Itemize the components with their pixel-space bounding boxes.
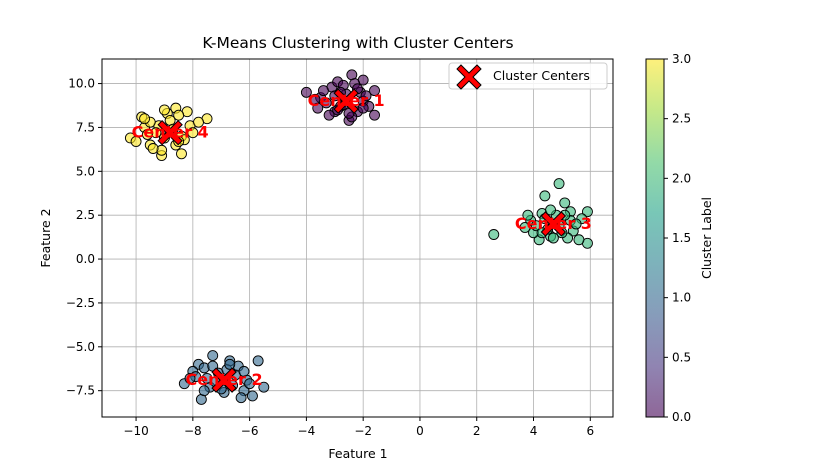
data-point [323, 109, 335, 121]
colorbar-tick-label: 1.5 [672, 231, 691, 245]
data-point [159, 104, 170, 116]
x-axis-label: Feature 1 [328, 446, 387, 461]
legend-label: Cluster Centers [493, 68, 590, 83]
data-point [193, 116, 204, 128]
data-point [539, 190, 551, 202]
data-point [570, 218, 582, 230]
data-point [300, 86, 312, 98]
y-tick-label: 7.5 [76, 120, 95, 134]
data-point [360, 90, 372, 102]
y-tick-label: −5.0 [66, 340, 95, 354]
center-marker [211, 367, 237, 393]
center-marker [157, 119, 183, 146]
x-tick-label: 0 [416, 424, 424, 438]
data-point [553, 178, 565, 190]
data-point [357, 102, 369, 114]
center-label: Center 3 [515, 214, 592, 233]
data-points [124, 69, 593, 405]
center-marker [333, 88, 359, 114]
center-marker [540, 211, 567, 237]
colorbar-ticks: 0.0 0.5 1.0 1.5 2.0 2.5 3.0 [664, 52, 691, 424]
data-point [147, 143, 159, 154]
colorbar-tick-label: 2.5 [672, 112, 691, 126]
x-tick-label: −2 [354, 424, 372, 438]
y-axis-label: Feature 2 [38, 208, 53, 267]
data-point [235, 392, 247, 404]
data-point [238, 365, 250, 377]
data-point [582, 206, 593, 218]
data-point [530, 220, 542, 232]
data-point [187, 127, 199, 139]
colorbar: 0.0 0.5 1.0 1.5 2.0 2.5 3.0 Cluster Label [645, 52, 714, 424]
y-tick-label: −7.5 [66, 384, 95, 398]
data-point [184, 372, 196, 384]
data-point [547, 232, 559, 244]
colorbar-tick-label: 3.0 [672, 52, 691, 66]
x-tick-label: −6 [241, 424, 259, 438]
colorbar-tick-label: 2.0 [672, 171, 691, 185]
center-label: Center 2 [186, 370, 263, 389]
data-point [522, 209, 534, 221]
colorbar-tick-label: 0.0 [672, 410, 691, 424]
data-point [488, 229, 500, 240]
data-point [573, 234, 585, 246]
x-tick-label: −4 [298, 424, 316, 438]
x-tick-label: 6 [586, 424, 594, 438]
x-tick-label: −8 [184, 424, 202, 438]
data-point [545, 204, 556, 216]
x-tick-label: 2 [473, 424, 481, 438]
x-tick-label: 4 [530, 424, 538, 438]
data-point [244, 378, 256, 390]
data-point [320, 97, 332, 109]
y-tick-label: −2.5 [66, 296, 95, 310]
y-tick-label: 10.0 [68, 77, 95, 91]
y-tick-label: 0.0 [76, 252, 95, 266]
y-tick-label: 2.5 [76, 208, 95, 222]
data-point [141, 129, 153, 140]
chart-title: K-Means Clustering with Cluster Centers [202, 34, 513, 52]
colorbar-tick-label: 1.0 [672, 291, 691, 305]
center-label: Center 4 [132, 123, 209, 142]
data-point [559, 197, 571, 209]
data-point [258, 381, 270, 393]
data-point [317, 85, 329, 97]
data-point [519, 222, 531, 233]
x-axis-ticks: −10 −8 −6 −4 −2 0 2 4 6 [123, 417, 594, 438]
colorbar-label: Cluster Label [699, 197, 714, 279]
data-point [173, 109, 185, 121]
data-point [247, 390, 258, 402]
data-point [369, 109, 380, 121]
data-point [309, 93, 321, 105]
colorbar-tick-label: 0.5 [672, 350, 691, 364]
legend: Cluster Centers [448, 62, 608, 90]
x-tick-label: −10 [123, 424, 148, 438]
cluster-centers: Center 1 Center 2 Center 3 Center 4 [132, 88, 592, 393]
center-label: Center 1 [308, 91, 385, 110]
data-point [207, 350, 219, 362]
legend-center-marker [456, 64, 482, 90]
data-point [130, 136, 142, 147]
data-point [369, 85, 380, 97]
data-point [198, 385, 210, 397]
data-point [176, 148, 187, 160]
colorbar-gradient [645, 58, 665, 418]
plot-frame [101, 58, 614, 418]
data-point [224, 358, 236, 370]
legend-box [448, 62, 608, 90]
y-tick-label: 5.0 [76, 164, 95, 178]
data-point [139, 113, 151, 125]
data-point [201, 372, 213, 384]
data-point [252, 355, 264, 367]
y-axis-ticks: −7.5 −5.0 −2.5 0.0 2.5 5.0 7.5 10.0 [66, 77, 102, 398]
